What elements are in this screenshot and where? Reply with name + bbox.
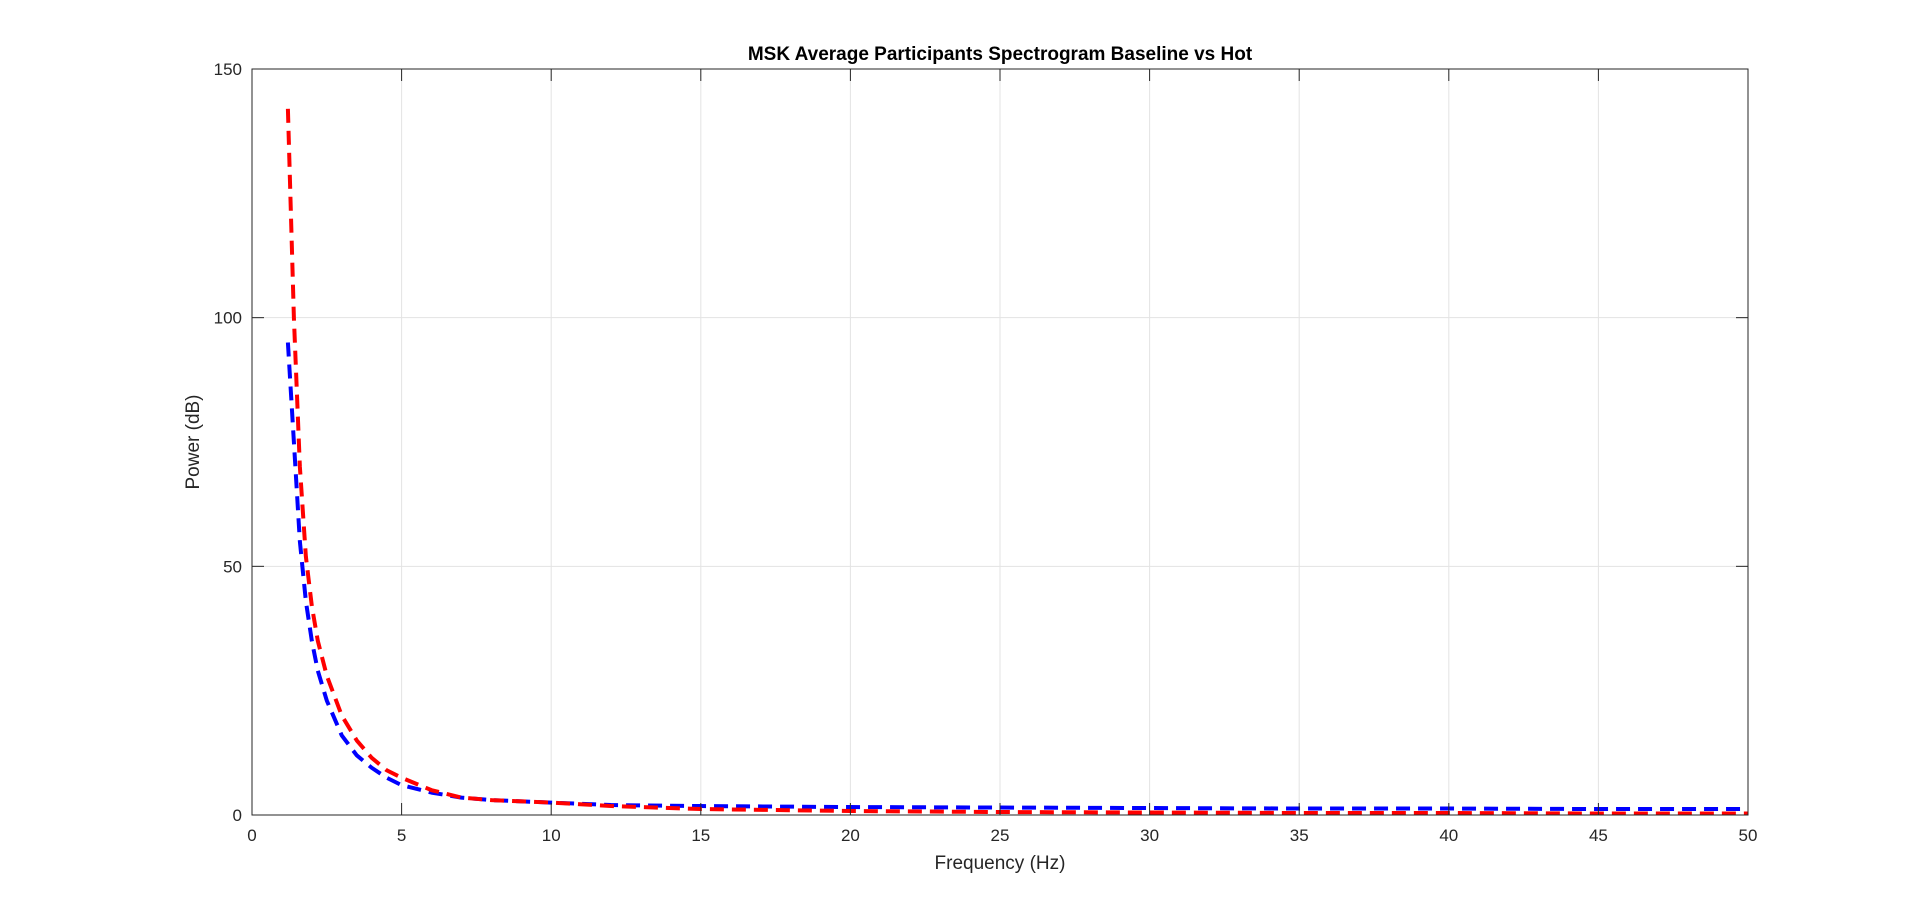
- x-tick-label: 10: [542, 826, 561, 845]
- x-tick-label: 45: [1589, 826, 1608, 845]
- y-tick-label: 0: [233, 806, 242, 825]
- x-tick-label: 30: [1140, 826, 1159, 845]
- x-tick-label: 25: [991, 826, 1010, 845]
- y-tick-label: 50: [223, 557, 242, 576]
- y-tick-label: 100: [214, 309, 242, 328]
- series-line-0: [285, 342, 1748, 812]
- x-tick-label: 35: [1290, 826, 1309, 845]
- x-tick-label: 20: [841, 826, 860, 845]
- x-tick-label: 0: [247, 826, 256, 845]
- series-line-1: [285, 108, 1748, 816]
- x-tick-label: 40: [1439, 826, 1458, 845]
- x-tick-label: 5: [397, 826, 406, 845]
- chart-title: MSK Average Participants Spectrogram Bas…: [748, 44, 1253, 65]
- x-tick-label: 15: [691, 826, 710, 845]
- y-axis-label: Power (dB): [183, 394, 204, 489]
- plot-area: 0 5 10 15 20 25 30 35 40 45 50 0 50 100 150: [214, 60, 1758, 845]
- x-tick-label: 50: [1739, 826, 1758, 845]
- x-axis-label: Frequency (Hz): [935, 853, 1066, 874]
- y-tick-label: 150: [214, 60, 242, 79]
